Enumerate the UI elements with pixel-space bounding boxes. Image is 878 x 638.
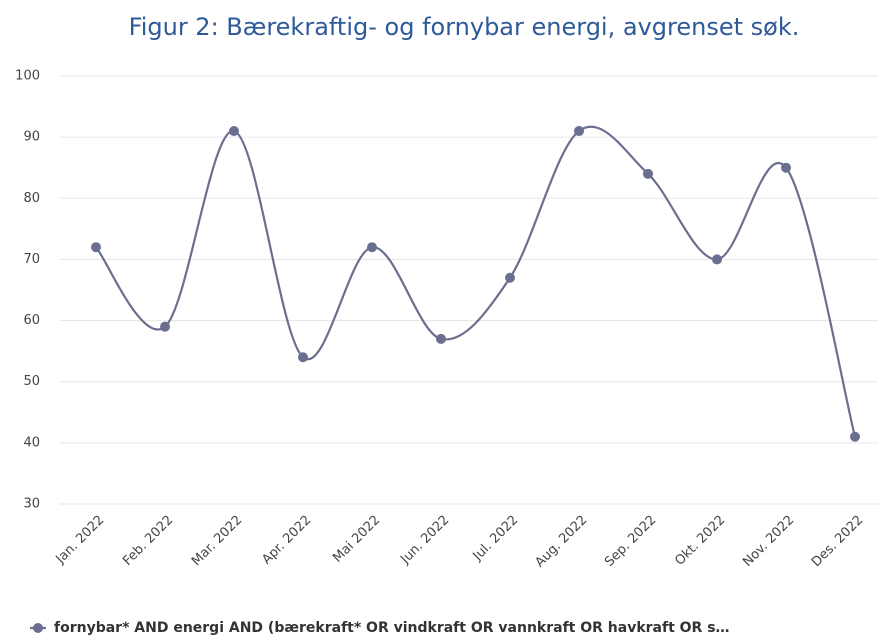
x-tick-label: Jan. 2022 (53, 513, 108, 568)
data-point (160, 321, 170, 332)
data-point (712, 254, 722, 265)
x-tick-label: Okt. 2022 (672, 513, 728, 569)
x-tick-label: Nov. 2022 (740, 513, 797, 570)
y-tick-label: 70 (23, 252, 40, 267)
legend-symbol (33, 623, 43, 633)
data-point (643, 168, 653, 179)
series-line (95, 125, 857, 438)
y-tick-label: 80 (23, 191, 40, 206)
y-tick-label: 30 (23, 497, 40, 512)
data-point (298, 352, 308, 363)
x-tick-label: Aug. 2022 (533, 513, 591, 571)
data-point (850, 431, 860, 442)
chart-title: Figur 2: Bærekraftig- og fornybar energi… (129, 13, 800, 41)
legend-label: fornybar* AND energi AND (bærekraft* OR … (54, 620, 730, 636)
data-point (367, 242, 377, 253)
y-tick-label: 90 (23, 130, 40, 145)
x-tick-label: Des. 2022 (809, 513, 866, 570)
data-point (229, 126, 239, 137)
data-point (574, 126, 584, 137)
x-tick-label: Jul. 2022 (470, 513, 522, 565)
x-tick-label: Mai 2022 (330, 513, 383, 566)
x-tick-label: Jun. 2022 (397, 513, 452, 568)
x-tick-label: Apr. 2022 (259, 513, 314, 568)
y-tick-label: 40 (23, 435, 40, 450)
y-tick-label: 100 (15, 69, 40, 84)
data-point (781, 162, 791, 173)
y-tick-label: 60 (23, 313, 40, 328)
x-tick-label: Feb. 2022 (120, 513, 176, 569)
x-tick-label: Sep. 2022 (602, 513, 659, 570)
data-point (436, 333, 446, 344)
x-tick-label: Mar. 2022 (189, 513, 245, 569)
data-point (91, 242, 101, 253)
data-point (505, 272, 515, 283)
y-tick-label: 50 (23, 374, 40, 389)
